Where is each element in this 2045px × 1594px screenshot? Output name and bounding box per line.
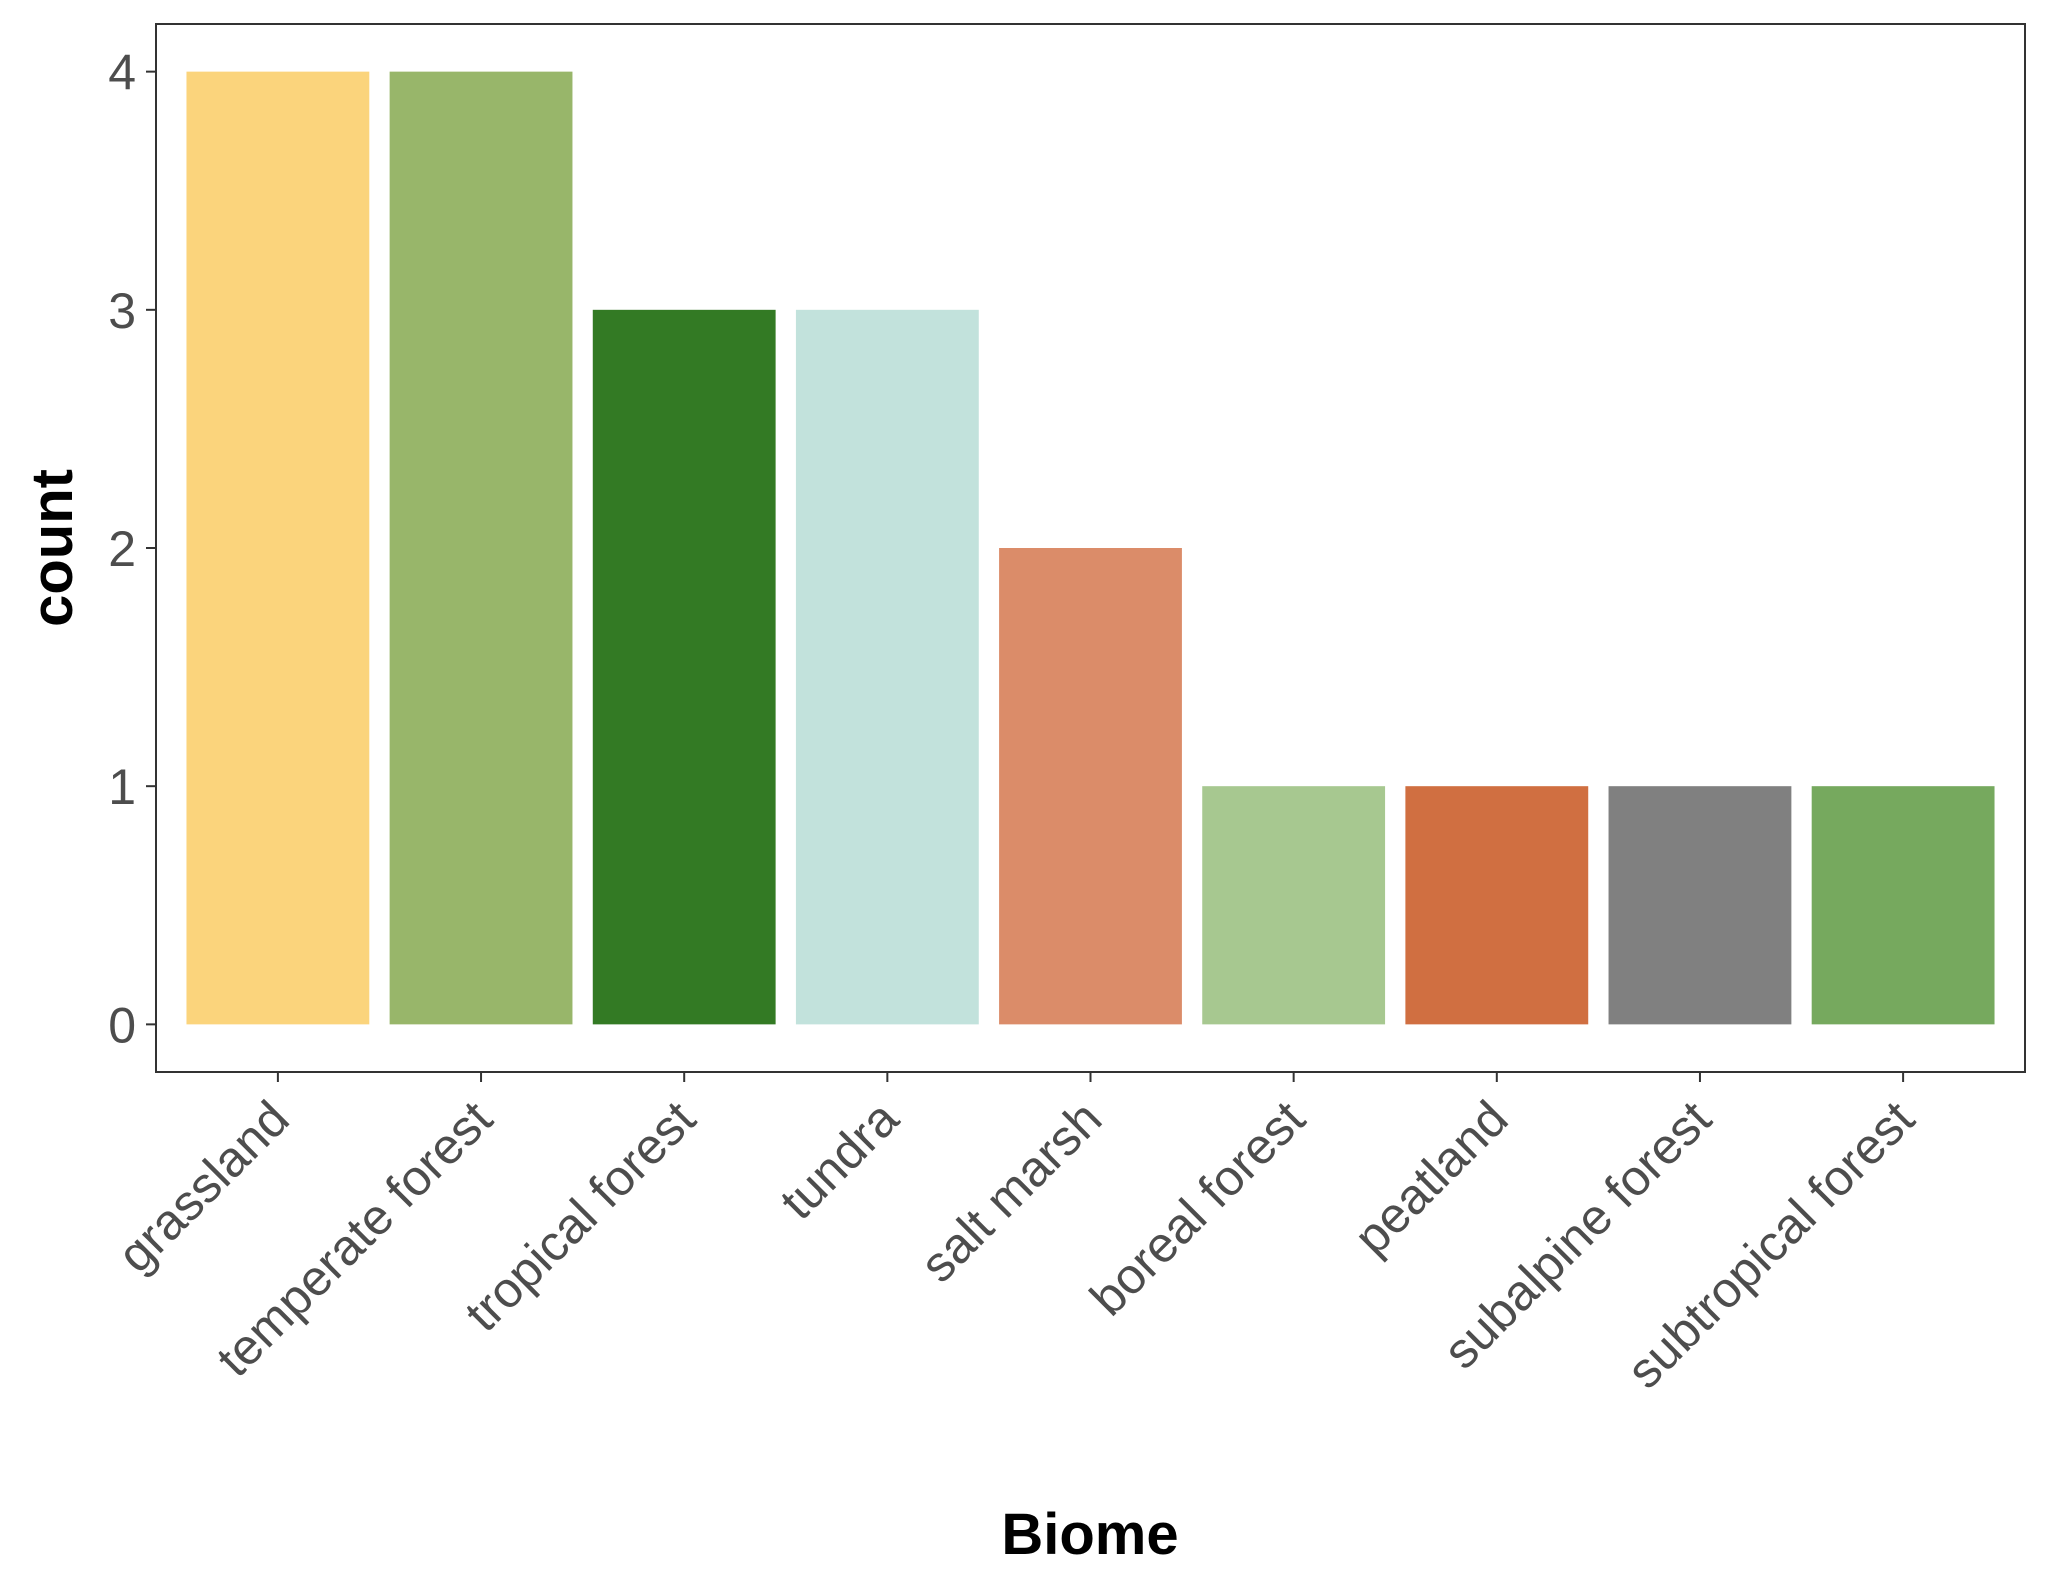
bars-group [186,71,1995,1025]
bar-peatland [1405,786,1589,1025]
y-tick-label: 0 [108,997,136,1053]
bar-subtropical-forest [1811,786,1995,1025]
bar-tropical-forest [592,309,776,1025]
bar-salt-marsh [999,548,1182,1025]
y-axis: 0 1 2 3 4 [108,45,156,1053]
bar-tundra [795,309,979,1025]
bar-subalpine-forest [1608,786,1792,1025]
bar-temperate-forest [389,71,573,1025]
y-tick-label: 1 [108,759,136,815]
bar-grassland [186,71,370,1025]
y-tick-label: 4 [108,45,136,101]
y-tick-label: 3 [108,283,136,339]
y-tick-label: 2 [108,521,136,577]
bar-boreal-forest [1202,786,1386,1025]
x-axis-title: Biome [1001,1502,1178,1567]
y-axis-title: count [20,469,85,627]
